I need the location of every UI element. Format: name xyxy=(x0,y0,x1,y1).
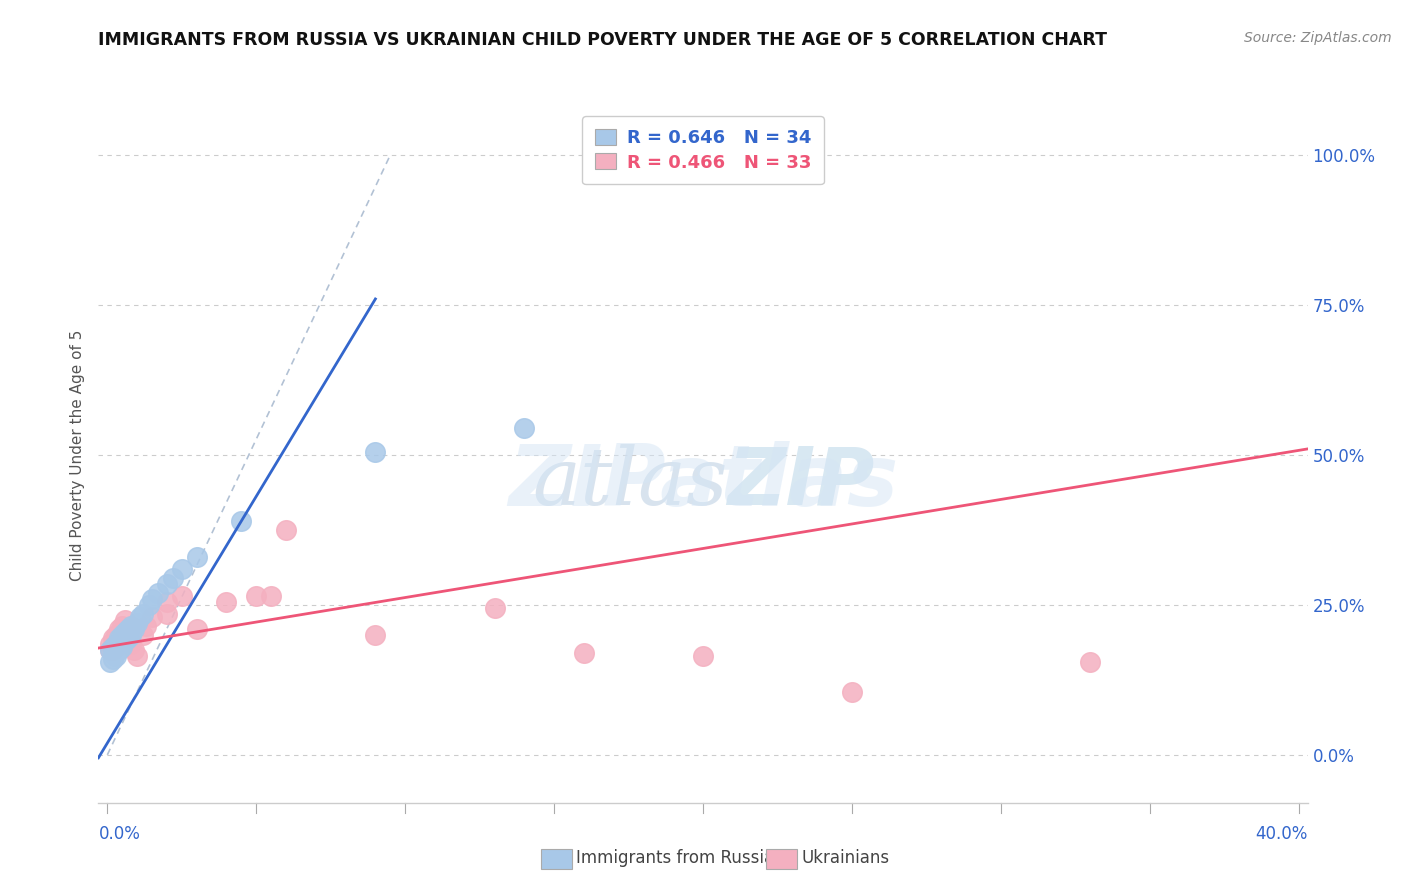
Text: 40.0%: 40.0% xyxy=(1256,825,1308,843)
Point xyxy=(105,637,128,651)
Point xyxy=(105,628,128,642)
Point xyxy=(111,619,134,633)
Point xyxy=(1078,655,1101,669)
Point xyxy=(156,607,179,621)
Point xyxy=(127,615,149,630)
Point xyxy=(692,648,714,663)
Point xyxy=(122,643,145,657)
Point xyxy=(260,589,283,603)
Point xyxy=(98,655,121,669)
Point xyxy=(156,595,179,609)
Text: 0.0%: 0.0% xyxy=(98,825,141,843)
Point xyxy=(146,586,169,600)
Point xyxy=(135,619,157,633)
Point xyxy=(138,598,160,612)
Point xyxy=(162,571,184,585)
Point xyxy=(120,628,142,642)
Point xyxy=(513,421,536,435)
Point xyxy=(114,624,136,639)
Point xyxy=(120,619,142,633)
Point xyxy=(170,589,193,603)
Point xyxy=(98,637,121,651)
Point xyxy=(122,622,145,636)
Point xyxy=(132,628,155,642)
Point xyxy=(108,637,131,651)
Point xyxy=(129,610,152,624)
Point xyxy=(114,613,136,627)
Point xyxy=(170,562,193,576)
Point xyxy=(108,622,131,636)
Point xyxy=(117,624,139,639)
Point xyxy=(111,640,134,654)
Point xyxy=(245,589,267,603)
Point xyxy=(103,646,125,660)
Text: Source: ZipAtlas.com: Source: ZipAtlas.com xyxy=(1244,31,1392,45)
Point xyxy=(111,628,134,642)
Text: ZIP: ZIP xyxy=(727,443,875,522)
Text: Ukrainians: Ukrainians xyxy=(801,849,890,867)
Point xyxy=(111,631,134,645)
Point xyxy=(103,640,125,654)
Point xyxy=(120,637,142,651)
Point xyxy=(141,610,163,624)
Point xyxy=(141,591,163,606)
Text: IMMIGRANTS FROM RUSSIA VS UKRAINIAN CHILD POVERTY UNDER THE AGE OF 5 CORRELATION: IMMIGRANTS FROM RUSSIA VS UKRAINIAN CHIL… xyxy=(98,31,1108,49)
Point xyxy=(103,631,125,645)
Point xyxy=(105,643,128,657)
Legend: R = 0.646   N = 34, R = 0.466   N = 33: R = 0.646 N = 34, R = 0.466 N = 33 xyxy=(582,116,824,184)
Point xyxy=(132,607,155,621)
Point xyxy=(364,445,387,459)
Point xyxy=(231,514,253,528)
Point xyxy=(120,619,142,633)
Point xyxy=(103,652,125,666)
Text: atlas: atlas xyxy=(531,444,727,522)
Point xyxy=(108,633,131,648)
Point xyxy=(111,633,134,648)
Text: Immigrants from Russia: Immigrants from Russia xyxy=(576,849,775,867)
Point xyxy=(841,685,863,699)
Point xyxy=(572,646,595,660)
Text: ZIPatlas: ZIPatlas xyxy=(508,442,898,524)
Point xyxy=(156,577,179,591)
Point xyxy=(117,631,139,645)
Point xyxy=(114,633,136,648)
Point xyxy=(186,549,208,564)
Point xyxy=(108,643,131,657)
Point xyxy=(364,628,387,642)
Point xyxy=(108,631,131,645)
Point xyxy=(105,648,128,663)
Point xyxy=(484,600,506,615)
Point xyxy=(215,595,238,609)
Y-axis label: Child Poverty Under the Age of 5: Child Poverty Under the Age of 5 xyxy=(70,329,86,581)
Point xyxy=(117,622,139,636)
Point xyxy=(105,640,128,654)
Point xyxy=(98,643,121,657)
Point xyxy=(98,643,121,657)
Point xyxy=(127,648,149,663)
Point xyxy=(103,643,125,657)
Point xyxy=(186,622,208,636)
Point xyxy=(274,523,297,537)
